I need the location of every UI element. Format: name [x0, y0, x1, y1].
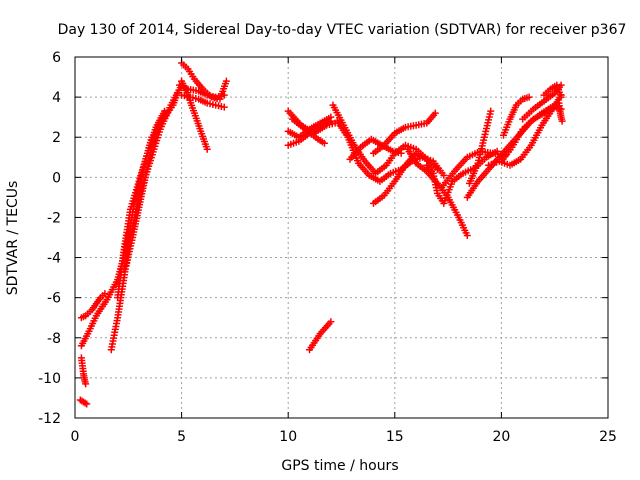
- data-point: [161, 107, 169, 115]
- data-point: [440, 171, 448, 179]
- data-point: [101, 290, 109, 298]
- data-point: [327, 113, 335, 121]
- y-tick-label: -8: [47, 331, 61, 347]
- data-point: [173, 89, 181, 97]
- x-tick-label: 10: [279, 429, 297, 445]
- y-tick-label: -6: [47, 291, 61, 307]
- x-tick-label: 20: [492, 429, 510, 445]
- x-tick-label: 25: [599, 429, 617, 445]
- y-tick-label: 0: [52, 170, 61, 186]
- axis-ticks: [74, 56, 609, 419]
- x-tick-labels: 0 5 10 15 20 25: [71, 429, 617, 445]
- y-axis-label: SDTVAR / TECUs: [5, 181, 21, 296]
- data-point: [463, 231, 471, 239]
- data-point: [431, 109, 439, 117]
- data-point: [203, 145, 211, 153]
- data-point: [557, 93, 565, 101]
- y-tick-label: -4: [47, 251, 61, 267]
- y-tick-label: 6: [52, 50, 61, 66]
- data-point: [320, 139, 328, 147]
- data-point: [525, 93, 533, 101]
- data-point: [83, 400, 91, 408]
- y-tick-labels: -12 -10 -8 -6 -4 -2 0 2 4 6: [38, 50, 61, 427]
- y-tick-label: -2: [47, 210, 61, 226]
- y-tick-label: 2: [52, 130, 61, 146]
- chart-title: Day 130 of 2014, Sidereal Day-to-day VTE…: [58, 22, 627, 38]
- data-point: [558, 117, 566, 125]
- data-point: [220, 91, 228, 99]
- data-point: [487, 107, 495, 115]
- x-tick-label: 15: [386, 429, 404, 445]
- y-tick-label: -10: [38, 371, 61, 387]
- data-point: [220, 103, 228, 111]
- data-points: [76, 59, 566, 408]
- data-point: [327, 318, 335, 326]
- y-tick-label: -12: [38, 411, 61, 427]
- data-point: [82, 380, 90, 388]
- data-point: [433, 165, 441, 173]
- plot-frame: [74, 56, 609, 419]
- y-tick-label: 4: [52, 90, 61, 106]
- grid-lines: [75, 57, 608, 418]
- x-axis-label: GPS time / hours: [281, 458, 398, 474]
- data-point: [397, 149, 405, 157]
- x-tick-label: 5: [177, 429, 186, 445]
- data-point: [222, 77, 230, 85]
- x-tick-label: 0: [71, 429, 80, 445]
